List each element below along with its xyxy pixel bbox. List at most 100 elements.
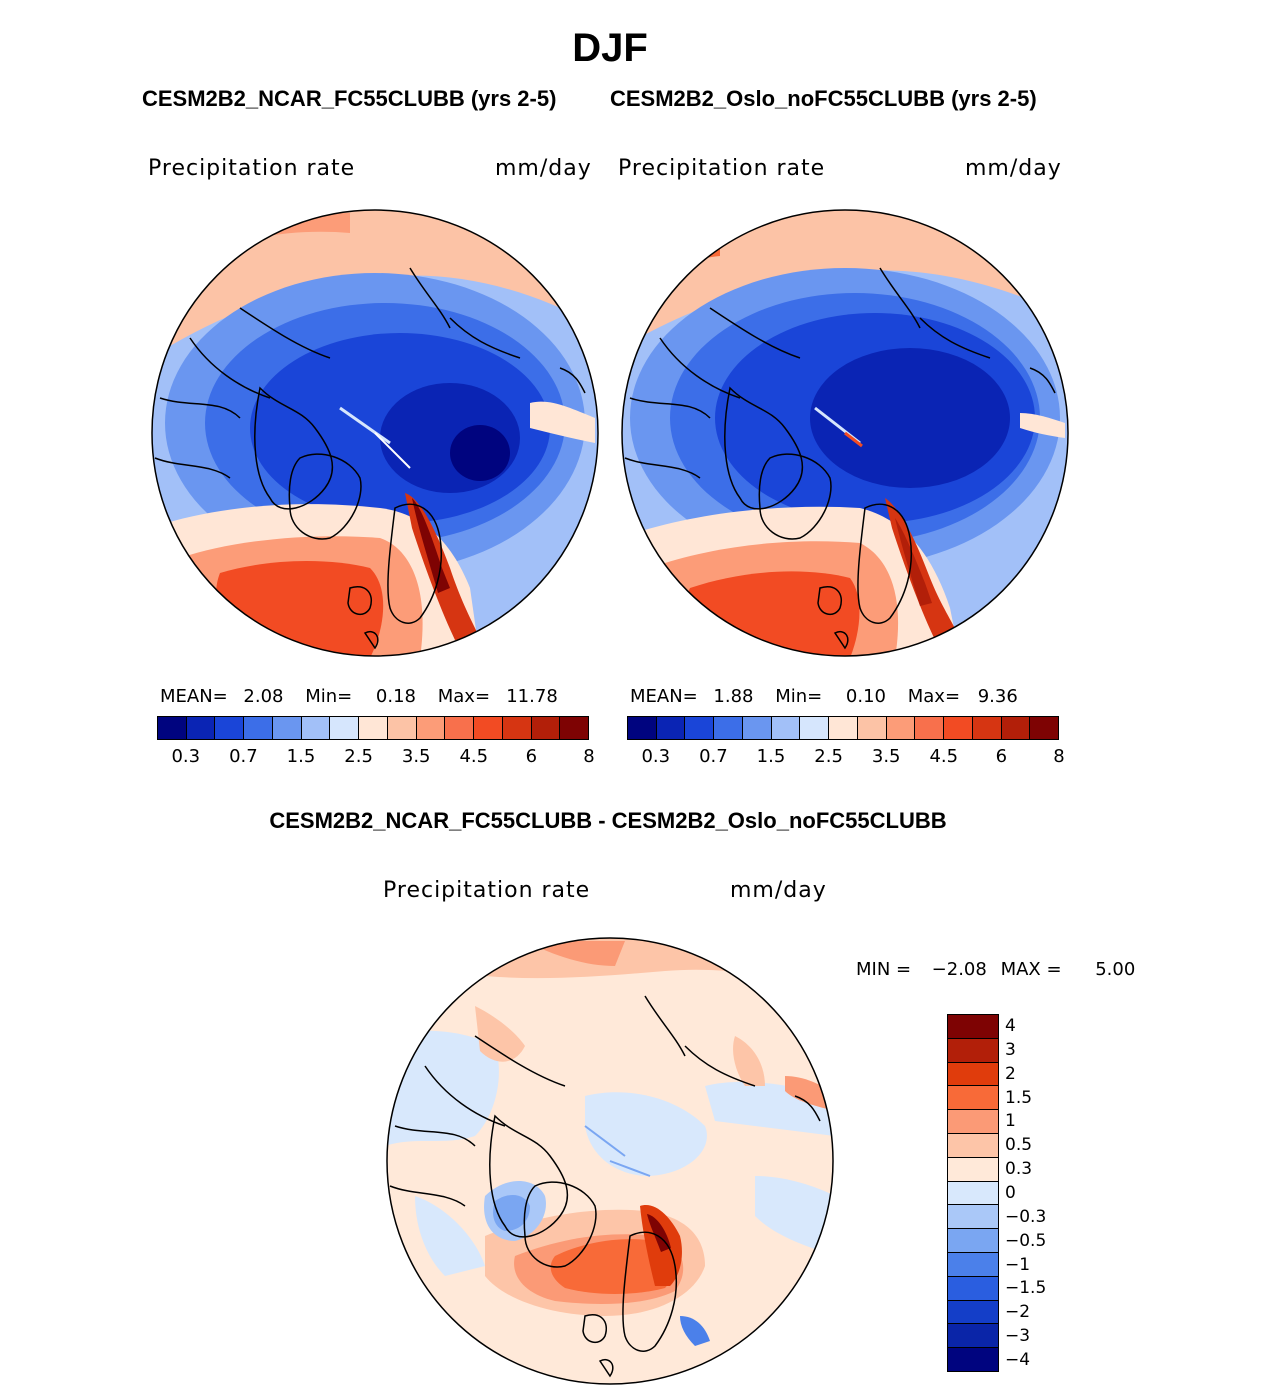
right-max-value: 9.36 bbox=[977, 686, 1018, 707]
colorbar-tick-label: 6 bbox=[525, 746, 538, 767]
colorbar-swatch bbox=[948, 1300, 998, 1325]
left-max-value: 11.78 bbox=[506, 686, 558, 707]
colorbar-tick-label: 0.3 bbox=[171, 746, 201, 767]
colorbar-swatch bbox=[948, 1157, 998, 1182]
colorbar-swatch bbox=[800, 717, 830, 739]
right-mean-value: 1.88 bbox=[713, 686, 754, 707]
left-min-value: 0.18 bbox=[375, 686, 416, 707]
colorbar-swatch bbox=[771, 717, 801, 739]
right-polar-map bbox=[621, 209, 1069, 657]
colorbar-swatch bbox=[829, 717, 858, 739]
colorbar-swatch bbox=[948, 1062, 998, 1087]
colorbar-tick-label: 1.5 bbox=[756, 746, 786, 767]
colorbar-swatch bbox=[948, 1015, 998, 1039]
colorbar-tick-label: −3 bbox=[1005, 1326, 1031, 1347]
colorbar-swatch bbox=[948, 1324, 998, 1349]
right-max-label: Max= bbox=[907, 686, 961, 707]
colorbar-swatch bbox=[886, 717, 916, 739]
colorbar-swatch bbox=[359, 717, 388, 739]
right-mean-label: MEAN= bbox=[630, 686, 698, 707]
colorbar-tick-label: −4 bbox=[1005, 1350, 1031, 1371]
left-colorbar bbox=[157, 716, 589, 740]
diff-polar-map bbox=[386, 937, 834, 1385]
colorbar-tick-label: 1.5 bbox=[1005, 1087, 1033, 1108]
colorbar-swatch bbox=[445, 717, 475, 739]
colorbar-tick-label: 4.5 bbox=[929, 746, 959, 767]
colorbar-swatch bbox=[186, 717, 216, 739]
right-colorbar-labels: 0.3 0.7 1.5 2.5 3.5 4.5 6 8 bbox=[627, 746, 1064, 768]
colorbar-tick-label: 0 bbox=[1005, 1183, 1016, 1203]
colorbar-tick-label: 4.5 bbox=[459, 746, 489, 767]
right-colorbar bbox=[627, 716, 1059, 740]
colorbar-swatch bbox=[948, 1086, 998, 1111]
left-variable-label: Precipitation rate bbox=[148, 156, 356, 181]
colorbar-swatch bbox=[685, 717, 715, 739]
colorbar-tick-label: 0.3 bbox=[1005, 1159, 1033, 1180]
figure-title: DJF bbox=[572, 26, 648, 70]
colorbar-tick-label: 0.3 bbox=[641, 746, 671, 767]
colorbar-tick-label: −1 bbox=[1005, 1254, 1031, 1275]
diff-max-value: 5.00 bbox=[1095, 959, 1136, 980]
colorbar-tick-label: 2.5 bbox=[814, 746, 843, 767]
right-min-label: Min= bbox=[775, 686, 823, 707]
colorbar-swatch bbox=[474, 717, 503, 739]
diff-colorbar-labels: 4 3 2 1.5 1 0.5 0.3 0 −0.3 −0.5 −1 −1.5 −2 −3 −4 bbox=[1005, 1014, 1065, 1372]
colorbar-tick-label: −2 bbox=[1005, 1302, 1031, 1323]
diff-min-value: −2.08 bbox=[931, 959, 987, 980]
colorbar-swatch bbox=[330, 717, 360, 739]
colorbar-tick-label: 1.5 bbox=[286, 746, 316, 767]
colorbar-tick-label: 0.7 bbox=[229, 746, 258, 767]
colorbar-tick-label: 3.5 bbox=[401, 746, 431, 767]
colorbar-swatch bbox=[416, 717, 446, 739]
left-max-label: Max= bbox=[437, 686, 491, 707]
diff-colorbar bbox=[947, 1014, 999, 1372]
colorbar-swatch bbox=[1001, 717, 1031, 739]
colorbar-tick-label: 0.5 bbox=[1005, 1135, 1033, 1156]
colorbar-swatch bbox=[244, 717, 273, 739]
colorbar-swatch bbox=[158, 717, 187, 739]
colorbar-swatch bbox=[387, 717, 417, 739]
colorbar-swatch bbox=[948, 1276, 998, 1301]
left-colorbar-labels: 0.3 0.7 1.5 2.5 3.5 4.5 6 8 bbox=[157, 746, 594, 768]
left-units-label: mm/day bbox=[495, 156, 592, 181]
colorbar-tick-label: 0.7 bbox=[699, 746, 728, 767]
colorbar-tick-label: −0.5 bbox=[1005, 1230, 1047, 1251]
colorbar-swatch bbox=[1030, 717, 1059, 739]
colorbar-swatch bbox=[948, 1110, 998, 1134]
right-units-label: mm/day bbox=[965, 156, 1062, 181]
colorbar-swatch bbox=[714, 717, 743, 739]
colorbar-swatch bbox=[215, 717, 245, 739]
colorbar-swatch bbox=[560, 717, 589, 739]
colorbar-swatch bbox=[502, 717, 532, 739]
colorbar-swatch bbox=[948, 1229, 998, 1253]
right-case-title: CESM2B2_Oslo_noFC55CLUBB (yrs 2-5) bbox=[610, 86, 1037, 111]
colorbar-swatch bbox=[948, 1133, 998, 1158]
colorbar-tick-label: −1.5 bbox=[1005, 1278, 1047, 1299]
diff-max-label: MAX = bbox=[1000, 959, 1062, 980]
left-min-label: Min= bbox=[305, 686, 353, 707]
left-stats: MEAN= 2.08 Min= 0.18 Max= 11.78 bbox=[160, 686, 558, 707]
colorbar-swatch bbox=[948, 1348, 998, 1371]
colorbar-tick-label: 4 bbox=[1005, 1015, 1016, 1036]
colorbar-swatch bbox=[948, 1252, 998, 1277]
diff-stats: MIN = −2.08 MAX = 5.00 bbox=[856, 959, 1135, 980]
right-variable-label: Precipitation rate bbox=[618, 156, 826, 181]
diff-case-title: CESM2B2_NCAR_FC55CLUBB - CESM2B2_Oslo_no… bbox=[269, 808, 947, 833]
colorbar-tick-label: 1 bbox=[1005, 1111, 1016, 1132]
colorbar-swatch bbox=[948, 1038, 998, 1063]
colorbar-tick-label: 3 bbox=[1005, 1039, 1016, 1060]
colorbar-tick-label: 6 bbox=[995, 746, 1008, 767]
diff-units-label: mm/day bbox=[730, 878, 827, 903]
left-mean-value: 2.08 bbox=[243, 686, 284, 707]
colorbar-swatch bbox=[272, 717, 302, 739]
colorbar-swatch bbox=[944, 717, 973, 739]
colorbar-swatch bbox=[301, 717, 331, 739]
colorbar-tick-label: 8 bbox=[583, 746, 595, 767]
right-min-value: 0.10 bbox=[845, 686, 886, 707]
colorbar-tick-label: 2.5 bbox=[344, 746, 373, 767]
diff-variable-label: Precipitation rate bbox=[383, 878, 591, 903]
colorbar-tick-label: 2 bbox=[1005, 1063, 1016, 1084]
colorbar-tick-label: 8 bbox=[1053, 746, 1065, 767]
colorbar-swatch bbox=[972, 717, 1002, 739]
colorbar-swatch bbox=[628, 717, 657, 739]
